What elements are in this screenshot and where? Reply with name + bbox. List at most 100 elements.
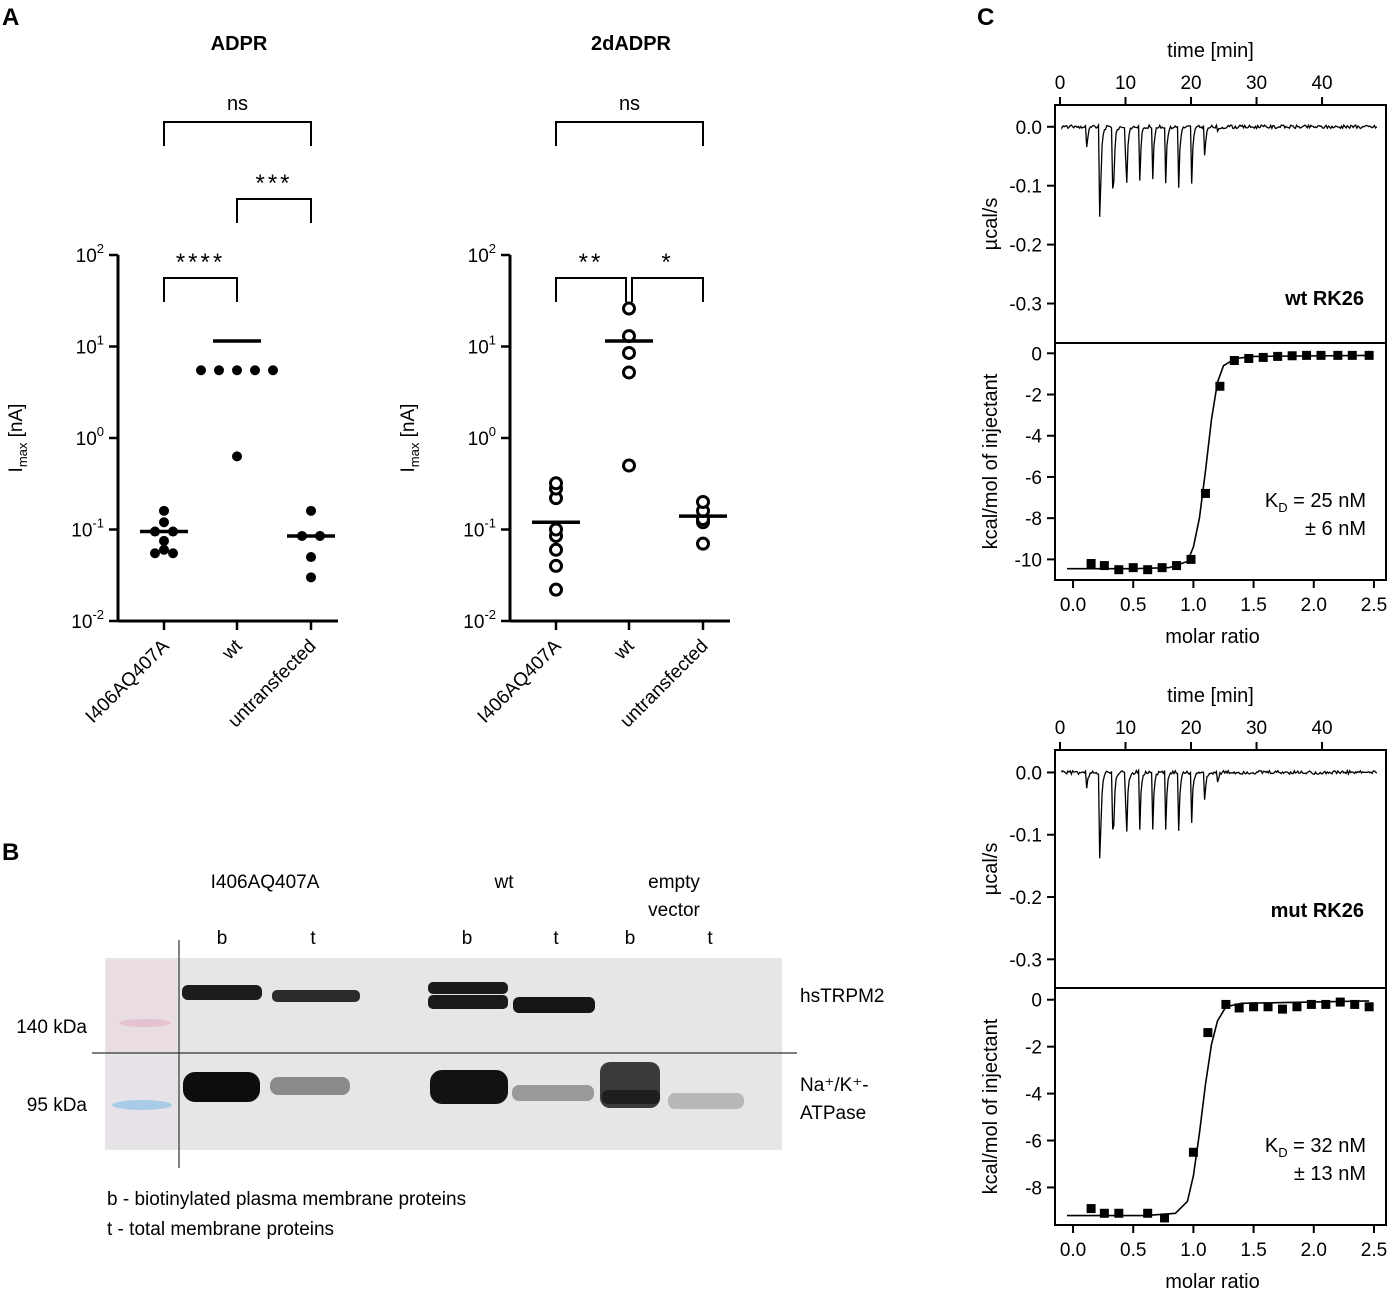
- data-point: [622, 365, 636, 380]
- group-label-wt: wt: [494, 872, 515, 893]
- significance-bracket: [555, 121, 704, 146]
- bottom-y-tick-label: -4: [1025, 427, 1042, 448]
- significance-label: **: [579, 249, 604, 276]
- chart-title: 2dADPR: [591, 33, 672, 55]
- data-point-square: [1215, 381, 1225, 391]
- data-point-square: [1114, 565, 1124, 575]
- band-atpase-lane5-dark: [602, 1090, 660, 1104]
- top-x-tick-label: 10: [1115, 718, 1136, 739]
- significance-label: ****: [176, 249, 225, 276]
- data-point: [696, 494, 710, 509]
- y-tick-label: 101: [76, 333, 104, 359]
- western-blot-panel: I406AQ407A wt empty vector b t b t b t 14…: [16, 872, 884, 1240]
- band-atpase-lane6: [668, 1093, 744, 1109]
- data-point: [159, 544, 169, 555]
- data-point-square: [1086, 559, 1096, 569]
- itc-raw-trace: [1061, 768, 1378, 859]
- bottom-x-tick-label: 0.0: [1060, 1240, 1086, 1261]
- significance-label: ns: [619, 93, 640, 115]
- top-x-tick-label: 0: [1055, 718, 1066, 739]
- top-y-tick-label: -0.2: [1009, 888, 1042, 909]
- top-x-tick-label: 30: [1246, 718, 1267, 739]
- top-x-tick-label: 20: [1180, 73, 1201, 94]
- band-trpm2-lane3-b: [428, 995, 508, 1009]
- bottom-y-tick-label: -2: [1025, 1038, 1042, 1059]
- kd-error-label: ± 13 nM: [1294, 1163, 1366, 1185]
- significance-bracket: [555, 277, 627, 302]
- band-label-trpm2: hsTRPM2: [800, 986, 884, 1007]
- data-point-square: [1249, 1002, 1259, 1012]
- y-tick-label: 10-1: [463, 516, 496, 542]
- bottom-y-tick-label: -10: [1015, 550, 1042, 571]
- sample-annotation: wt RK26: [1284, 288, 1364, 310]
- data-point: [250, 365, 260, 376]
- top-y-tick-label: 0.0: [1016, 118, 1042, 139]
- kd-value-label: KD = 32 nM: [1265, 1135, 1366, 1160]
- bottom-x-axis-label: molar ratio: [1165, 1271, 1259, 1289]
- ladder-strip-upper: [107, 960, 177, 1052]
- bottom-x-tick-label: 0.5: [1120, 595, 1146, 616]
- group-label-mutant: I406AQ407A: [211, 872, 320, 893]
- data-point-square: [1244, 353, 1254, 363]
- data-point-square: [1160, 1213, 1170, 1223]
- top-x-tick-label: 30: [1246, 73, 1267, 94]
- lane-label-4: t: [553, 928, 559, 949]
- data-point: [549, 522, 563, 537]
- bottom-y-axis-label: kcal/mol of injectant: [980, 1018, 1002, 1194]
- data-point: [159, 517, 169, 528]
- data-point: [232, 365, 242, 376]
- group-label-empty-vector: empty vector: [648, 872, 700, 921]
- bottom-y-tick-label: -2: [1025, 386, 1042, 407]
- band-atpase-lane1: [183, 1072, 260, 1102]
- top-x-tick-label: 40: [1311, 73, 1332, 94]
- data-point: [622, 345, 636, 360]
- x-category-label: I406AQ407A: [474, 635, 566, 727]
- panel-letter-c: C: [977, 4, 994, 31]
- legend-total: t - total membrane proteins: [107, 1219, 334, 1240]
- data-point: [696, 536, 710, 551]
- bottom-x-tick-label: 0.5: [1120, 1240, 1146, 1261]
- significance-label: *: [661, 249, 673, 276]
- data-point-square: [1143, 1208, 1153, 1218]
- data-point-square: [1273, 351, 1283, 361]
- y-tick-label: 10-1: [71, 516, 104, 542]
- sample-annotation: mut RK26: [1271, 900, 1364, 922]
- significance-label: ns: [227, 93, 248, 115]
- lane-label-2: t: [310, 928, 316, 949]
- kd-value-label: KD = 25 nM: [1265, 490, 1366, 515]
- bottom-x-tick-label: 2.0: [1301, 595, 1327, 616]
- bottom-x-tick-label: 1.5: [1240, 1240, 1266, 1261]
- x-category-label: wt: [218, 635, 248, 665]
- data-point-square: [1263, 1002, 1273, 1012]
- data-point-square: [1364, 350, 1374, 360]
- data-point-square: [1143, 565, 1153, 575]
- top-y-tick-label: -0.2: [1009, 236, 1042, 257]
- significance-bracket: [236, 198, 312, 223]
- lane-label-5: b: [625, 928, 636, 949]
- bottom-x-tick-label: 2.5: [1361, 595, 1387, 616]
- significance-label: ***: [255, 170, 292, 197]
- band-label-atpase: Na⁺/K⁺-ATPase: [800, 1075, 869, 1124]
- data-point-square: [1128, 563, 1138, 573]
- top-x-tick-label: 10: [1115, 73, 1136, 94]
- top-y-tick-label: -0.1: [1009, 826, 1042, 847]
- data-point-square: [1114, 1208, 1124, 1218]
- data-point-square: [1086, 1204, 1096, 1214]
- data-point: [622, 301, 636, 316]
- significance-bracket: [163, 121, 312, 146]
- data-point-square: [1306, 999, 1316, 1009]
- itc-raw-trace: [1061, 122, 1378, 217]
- bottom-y-tick-label: -6: [1025, 468, 1042, 489]
- y-axis-label: Imax [nA]: [398, 404, 422, 473]
- significance-bracket: [631, 277, 704, 302]
- data-point-square: [1335, 997, 1345, 1007]
- bottom-y-tick-label: -8: [1025, 509, 1042, 530]
- itc-mut-chart: 0 10 20 30 40 time [min] 0.0 -0.1 -0.2 -0.3 µcal/s…: [980, 685, 1387, 1289]
- bottom-x-tick-label: 1.0: [1180, 595, 1206, 616]
- ladder-band-140: [119, 1019, 171, 1027]
- legend-biotinylated: b - biotinylated plasma membrane protein…: [107, 1189, 466, 1210]
- kd-error-label: ± 6 nM: [1305, 518, 1366, 540]
- data-point: [306, 552, 316, 563]
- y-tick-label: 102: [468, 241, 496, 267]
